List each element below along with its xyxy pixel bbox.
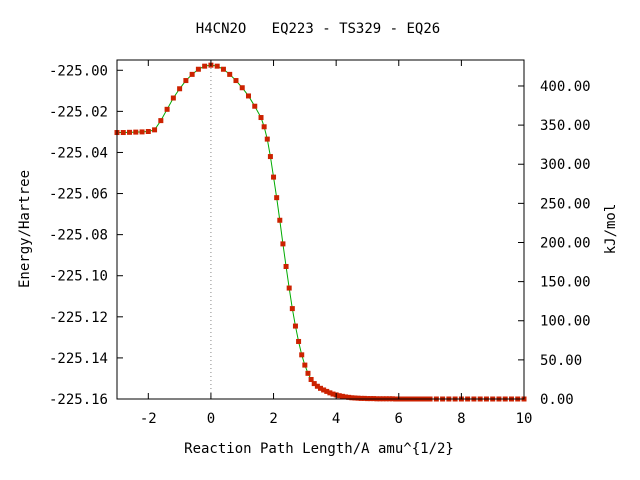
- data-point: [170, 95, 176, 101]
- data-point: [311, 381, 317, 387]
- x-tick-label: -2: [140, 411, 157, 427]
- data-point: [177, 86, 183, 92]
- data-point: [245, 93, 251, 99]
- x-tick-label: 2: [269, 411, 277, 427]
- data-point: [202, 63, 208, 69]
- y-axis-label: Energy/Hartree: [17, 170, 33, 288]
- x-axis-label: Reaction Path Length/A amu^{1/2}: [184, 441, 454, 457]
- data-point: [314, 383, 320, 389]
- data-point: [339, 393, 345, 399]
- y-tick-label: -225.12: [49, 310, 108, 326]
- y2-tick-label: 300.00: [540, 157, 591, 173]
- y-tick-label: -225.08: [49, 228, 108, 244]
- y-tick-label: -225.16: [49, 392, 108, 408]
- data-point: [264, 136, 270, 142]
- data-point: [346, 394, 352, 400]
- data-point: [127, 129, 133, 135]
- data-point: [214, 63, 220, 69]
- data-point: [189, 71, 195, 77]
- y-tick-label: -225.14: [49, 351, 108, 367]
- data-point: [349, 395, 355, 401]
- data-point: [330, 391, 336, 397]
- y2-axis-label: kJ/mol: [603, 204, 619, 255]
- data-point: [352, 395, 358, 401]
- data-point: [261, 124, 267, 130]
- y2-tick-label: 100.00: [540, 314, 591, 330]
- data-point: [267, 154, 273, 160]
- data-point: [343, 394, 349, 400]
- data-point: [327, 390, 333, 396]
- data-point: [296, 338, 302, 344]
- y2-tick-label: 250.00: [540, 196, 591, 212]
- plot-axes: -2 0 2 4 6 8 10 -225.00 -225.02 -225.04 -225.06 -22…: [49, 59, 591, 427]
- y2-tick-label: 50.00: [540, 353, 582, 369]
- data-point: [239, 85, 245, 91]
- x-tick-label: 8: [457, 411, 465, 427]
- data-point: [233, 78, 239, 84]
- data-point: [286, 285, 292, 291]
- data-point: [277, 217, 283, 223]
- data-point: [289, 306, 295, 312]
- data-points: [114, 62, 527, 402]
- x-tick-label: 10: [516, 411, 533, 427]
- x-tick-label: 0: [207, 411, 215, 427]
- y-tick-label: -225.02: [49, 104, 108, 120]
- data-point: [164, 106, 170, 112]
- data-point: [318, 385, 323, 391]
- data-point: [274, 195, 280, 201]
- data-point: [305, 370, 311, 376]
- plot-frame: [116, 59, 525, 400]
- y2-tick-label: 400.00: [540, 79, 591, 95]
- data-point: [252, 103, 258, 109]
- energy-line: [117, 64, 524, 400]
- y-tick-label: -225.00: [49, 63, 108, 79]
- data-point: [133, 129, 139, 135]
- data-point: [220, 66, 226, 72]
- data-point: [183, 78, 189, 84]
- data-point: [361, 395, 367, 401]
- data-point: [120, 130, 126, 136]
- data-point: [152, 127, 158, 133]
- data-point: [145, 128, 151, 134]
- data-point: [308, 376, 314, 382]
- data-point: [158, 118, 164, 124]
- data-point: [358, 395, 364, 401]
- y2-tick-label: 200.00: [540, 235, 591, 251]
- y-tick-label: -225.04: [49, 145, 108, 161]
- data-point: [355, 395, 361, 401]
- energy-curve: [117, 64, 524, 400]
- x-tick-label: 4: [332, 411, 340, 427]
- y-tick-label: -225.06: [49, 187, 108, 203]
- data-point: [280, 241, 286, 247]
- y2-tick-label: 150.00: [540, 275, 591, 291]
- data-point: [299, 352, 305, 358]
- data-point: [324, 388, 330, 394]
- data-point: [292, 323, 298, 329]
- data-point: [321, 387, 327, 393]
- data-point: [283, 263, 289, 269]
- data-point: [336, 393, 342, 399]
- y2-tick-label: 0.00: [540, 392, 574, 408]
- data-point: [258, 115, 264, 121]
- y2-tick-label: 350.00: [540, 118, 591, 134]
- data-point: [302, 362, 308, 368]
- data-point: [227, 71, 233, 77]
- data-point: [195, 66, 201, 72]
- chart-title: H4CN2O EQ223 - TS329 - EQ26: [196, 21, 440, 37]
- x-tick-label: 6: [395, 411, 403, 427]
- data-point: [139, 129, 145, 135]
- y-tick-label: -225.10: [49, 269, 108, 285]
- data-point: [271, 174, 277, 180]
